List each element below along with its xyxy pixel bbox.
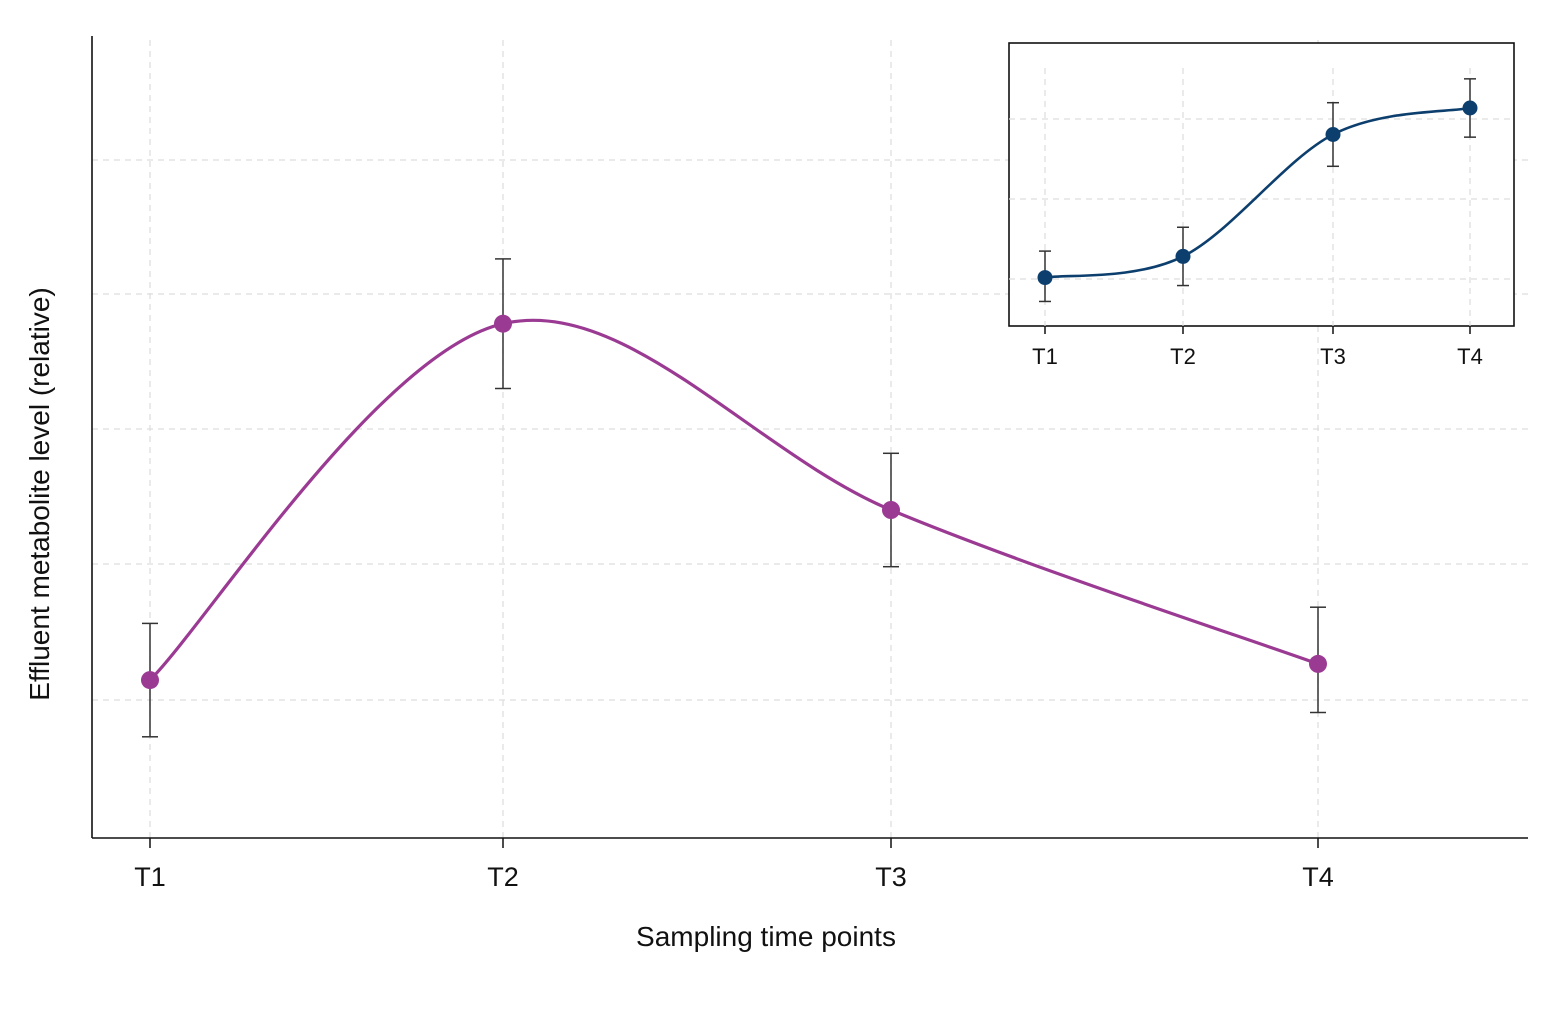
main-x-axis-label: Sampling time points: [636, 921, 896, 952]
main-data-point: [494, 314, 512, 333]
inset-x-tick-label: T2: [1170, 344, 1196, 369]
main-x-tick-label: T2: [487, 862, 519, 892]
main-series-line: [148, 318, 1319, 682]
main-y-axis-label: Effluent metabolite level (relative): [24, 287, 55, 700]
main-data-point: [1309, 654, 1327, 673]
inset-data-point: [1037, 270, 1053, 286]
inset-plot: T1 T2 T3 T4: [1008, 42, 1515, 369]
inset-x-tick-label: T1: [1032, 344, 1058, 369]
main-x-tick-label: T1: [134, 862, 166, 892]
main-plot: T1 T2 T3 T4 Sampling time points Effluent met…: [24, 36, 1528, 952]
main-x-tick-label: T4: [1302, 862, 1334, 892]
inset-data-point: [1325, 127, 1341, 142]
main-data-point: [141, 671, 159, 690]
inset-data-point: [1462, 100, 1478, 116]
inset-x-tick-label: T4: [1457, 344, 1483, 369]
main-data-point: [882, 501, 900, 519]
inset-frame: [1008, 42, 1515, 327]
main-x-tick-label: T3: [875, 862, 907, 892]
inset-x-tick-label: T3: [1320, 344, 1346, 369]
inset-data-point: [1175, 248, 1191, 264]
inset-series-line: [1044, 106, 1471, 279]
